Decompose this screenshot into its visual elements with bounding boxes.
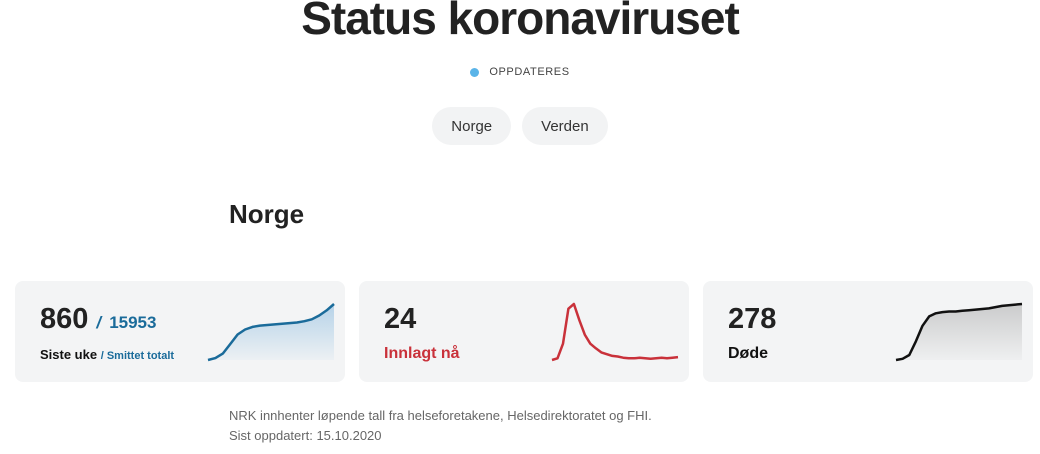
spark-deaths-line (895, 302, 1023, 362)
cases-label-row: Siste uke / Smittet totalt (40, 347, 174, 362)
hospitalized-value: 24 (384, 303, 417, 335)
cases-label: Siste uke (40, 347, 98, 362)
status-indicator: OPPDATERES (0, 66, 1040, 78)
cases-value: 860 (40, 303, 89, 335)
spark-hosp-line (551, 302, 679, 362)
hospitalized-sparkline (551, 302, 679, 362)
spark-cases-area (208, 304, 334, 360)
cases-sparkline (207, 303, 335, 362)
cases-separator: / (96, 313, 102, 332)
hospitalized-card[interactable]: 24 Innlagt nå (359, 281, 689, 382)
deaths-value: 278 (728, 303, 777, 335)
cases-sub-label: / Smittet totalt (100, 350, 175, 362)
spark-cases-line (207, 303, 335, 362)
deaths-card[interactable]: 278 Døde (703, 281, 1033, 382)
spark-deaths-area (896, 304, 1022, 360)
deaths-sparkline (895, 302, 1023, 362)
region-tabs: Norge Verden (0, 107, 1040, 145)
cases-total: 15953 (109, 313, 157, 332)
status-dot-icon (470, 67, 480, 77)
section-title: Norge (229, 199, 305, 229)
footnote: NRK innhenter løpende tall fra helsefore… (229, 406, 652, 446)
tab-verden[interactable]: Verden (522, 107, 608, 145)
cases-card[interactable]: 860 / 15953 Siste uke / Smittet totalt (15, 281, 345, 382)
hospitalized-label: Innlagt nå (384, 345, 460, 362)
tab-norge[interactable]: Norge (432, 107, 512, 145)
status-text: OPPDATERES (489, 66, 570, 78)
cases-value-row: 860 / 15953 (40, 303, 156, 336)
page-title: Status koronaviruset (301, 0, 740, 44)
footnote-updated: Sist oppdatert: 15.10.2020 (229, 428, 382, 443)
footnote-source: NRK innhenter løpende tall fra helsefore… (229, 408, 652, 423)
deaths-label: Døde (728, 345, 768, 362)
